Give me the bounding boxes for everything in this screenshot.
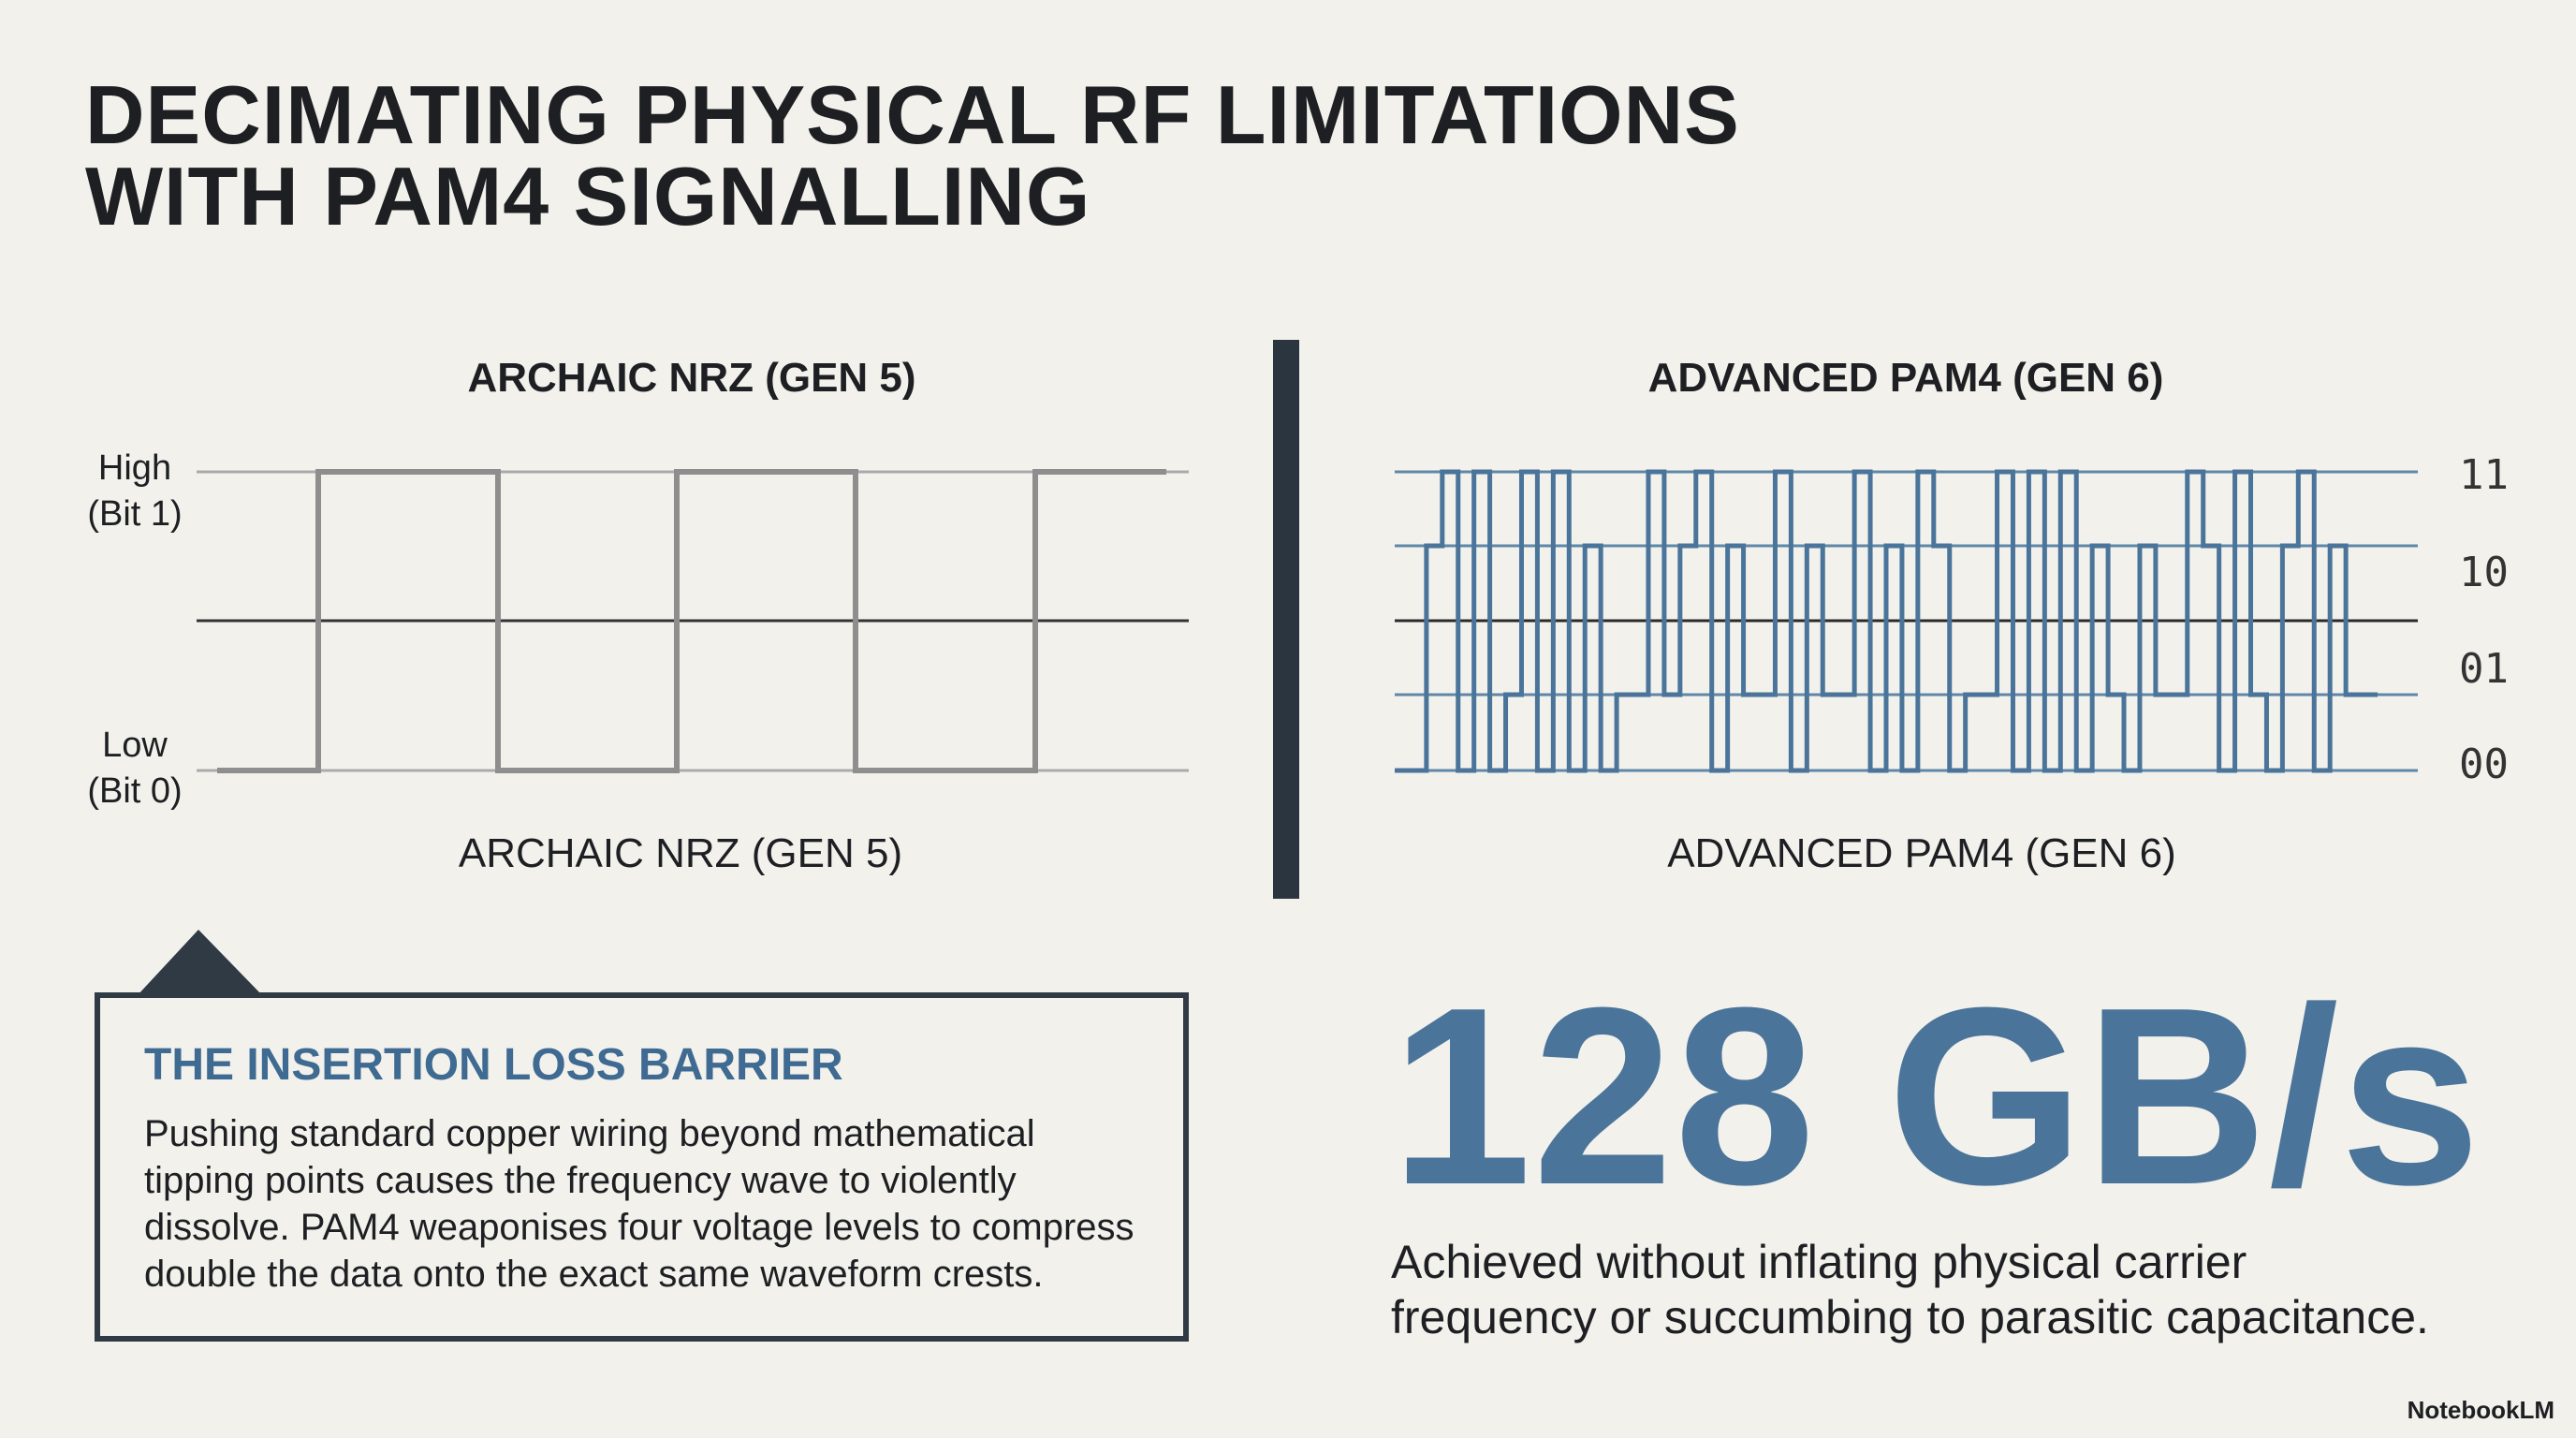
level-label: 01: [2459, 645, 2509, 693]
stat-caption: Achieved without inflating physical carr…: [1391, 1236, 2247, 1288]
level-label: 00: [2459, 741, 2509, 788]
divider: [1273, 340, 1299, 899]
pam4-waveform: [1395, 469, 2378, 773]
brand: NotebookLM: [2408, 1396, 2554, 1424]
title-line: WITH PAM4 SIGNALLING: [85, 150, 1090, 242]
pam4-heading: ADVANCED PAM4 (GEN 6): [1648, 355, 2164, 401]
nrz-heading: ARCHAIC NRZ (GEN 5): [467, 355, 915, 401]
callout-title: THE INSERTION LOSS BARRIER: [144, 1040, 843, 1090]
low-label: Low: [102, 726, 168, 765]
callout-body: tipping points causes the frequency wave…: [144, 1160, 1017, 1201]
high-label: (Bit 1): [87, 494, 182, 534]
stat-value: 128 GB/s: [1391, 956, 2481, 1238]
title-line: DECIMATING PHYSICAL RF LIMITATIONS: [85, 68, 1740, 161]
high-label: High: [98, 448, 171, 488]
nrz-waveform: [217, 469, 1166, 773]
stat-caption: frequency or succumbing to parasitic cap…: [1391, 1291, 2429, 1343]
callout-pointer: [137, 930, 263, 996]
callout-body: dissolve. PAM4 weaponises four voltage l…: [144, 1207, 1134, 1248]
callout-body: Pushing standard copper wiring beyond ma…: [144, 1113, 1035, 1154]
pam4-caption: ADVANCED PAM4 (GEN 6): [1667, 830, 2176, 876]
level-label: 11: [2459, 451, 2509, 499]
nrz-caption: ARCHAIC NRZ (GEN 5): [459, 830, 902, 876]
callout-box: [95, 992, 1189, 1342]
level-label: 10: [2459, 549, 2509, 596]
callout-body: double the data onto the exact same wave…: [144, 1254, 1044, 1295]
low-label: (Bit 0): [87, 771, 182, 811]
